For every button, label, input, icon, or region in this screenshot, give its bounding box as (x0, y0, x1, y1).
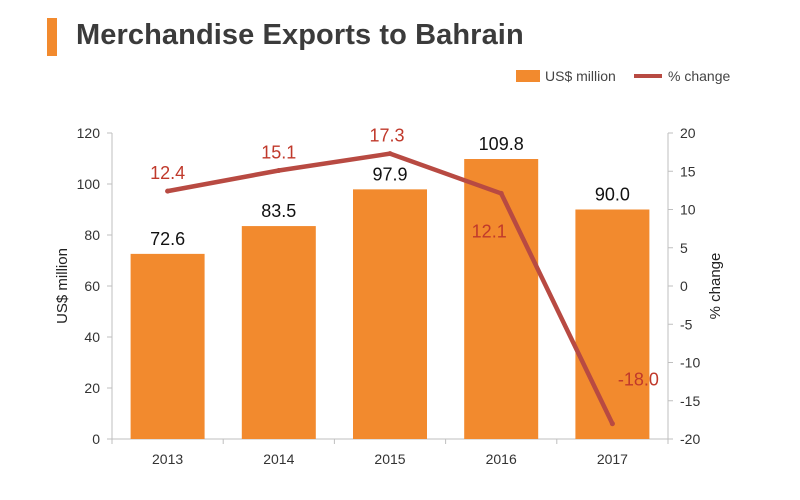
y-tick-label-left: 120 (77, 125, 101, 141)
y-tick-label-right: -20 (680, 431, 700, 447)
axes: 0 20 40 60 80 100 120 -20 -15 -10 -5 0 5 10 15 20 2013 20… (54, 125, 724, 467)
line-point-2013 (165, 188, 171, 194)
line-value-label: -18.0 (618, 370, 659, 390)
y-tick-label-right: 5 (680, 240, 688, 256)
legend-swatch-bar (516, 70, 540, 82)
legend-label-line: % change (668, 68, 730, 84)
legend: US$ million % change (516, 68, 730, 84)
y-tick-label-left: 100 (77, 176, 101, 192)
bar-2015 (353, 189, 427, 439)
line-series (165, 151, 615, 427)
x-tick-label: 2017 (597, 451, 628, 467)
y-tick-label-right: 15 (680, 163, 696, 179)
y-tick-label-right: -5 (680, 316, 693, 332)
bar-2017 (575, 209, 650, 439)
bar-series (130, 159, 650, 439)
line-point-2014 (276, 167, 282, 173)
y-axis-title-left: US$ million (54, 248, 71, 324)
bar-value-label: 90.0 (595, 185, 630, 205)
y-tick-label-left: 40 (84, 329, 100, 345)
x-tick-label: 2016 (486, 451, 517, 467)
line-value-label: 12.1 (472, 221, 507, 241)
y-tick-label-left: 20 (84, 380, 100, 396)
bar-value-label: 83.5 (261, 201, 296, 221)
line-point-2016 (498, 190, 504, 196)
line-value-label: 15.1 (261, 142, 296, 162)
line-value-label: 12.4 (150, 163, 185, 183)
bar-2014 (241, 226, 316, 439)
x-tick-label: 2014 (263, 451, 294, 467)
title-accent-bar (47, 18, 57, 56)
line-value-label: 17.3 (369, 126, 404, 146)
y-axis-title-right: % change (707, 253, 724, 320)
y-tick-label-left: 80 (84, 227, 100, 243)
bar-2016 (464, 159, 539, 439)
x-tick-label: 2013 (152, 451, 183, 467)
y-tick-label-left: 0 (92, 431, 100, 447)
y-tick-label-right: -10 (680, 355, 700, 371)
bar-value-label: 72.6 (150, 229, 185, 249)
bar-2013 (130, 253, 205, 439)
x-tick-label: 2015 (374, 451, 405, 467)
line-point-2015 (387, 151, 393, 157)
y-tick-label-right: -15 (680, 393, 700, 409)
line-point-2017 (609, 421, 615, 427)
legend-label-bar: US$ million (545, 68, 616, 84)
bar-value-label: 97.9 (372, 164, 407, 184)
y-tick-label-right: 0 (680, 278, 688, 294)
y-tick-label-left: 60 (84, 278, 100, 294)
chart-title: Merchandise Exports to Bahrain (76, 19, 524, 51)
data-labels: 72.6 83.5 97.9 109.8 90.0 12.4 15.1 17.3 12.1 -18… (150, 126, 659, 390)
bar-value-label: 109.8 (479, 134, 524, 154)
y-tick-label-right: 20 (680, 125, 696, 141)
y-tick-label-right: 10 (680, 202, 696, 218)
